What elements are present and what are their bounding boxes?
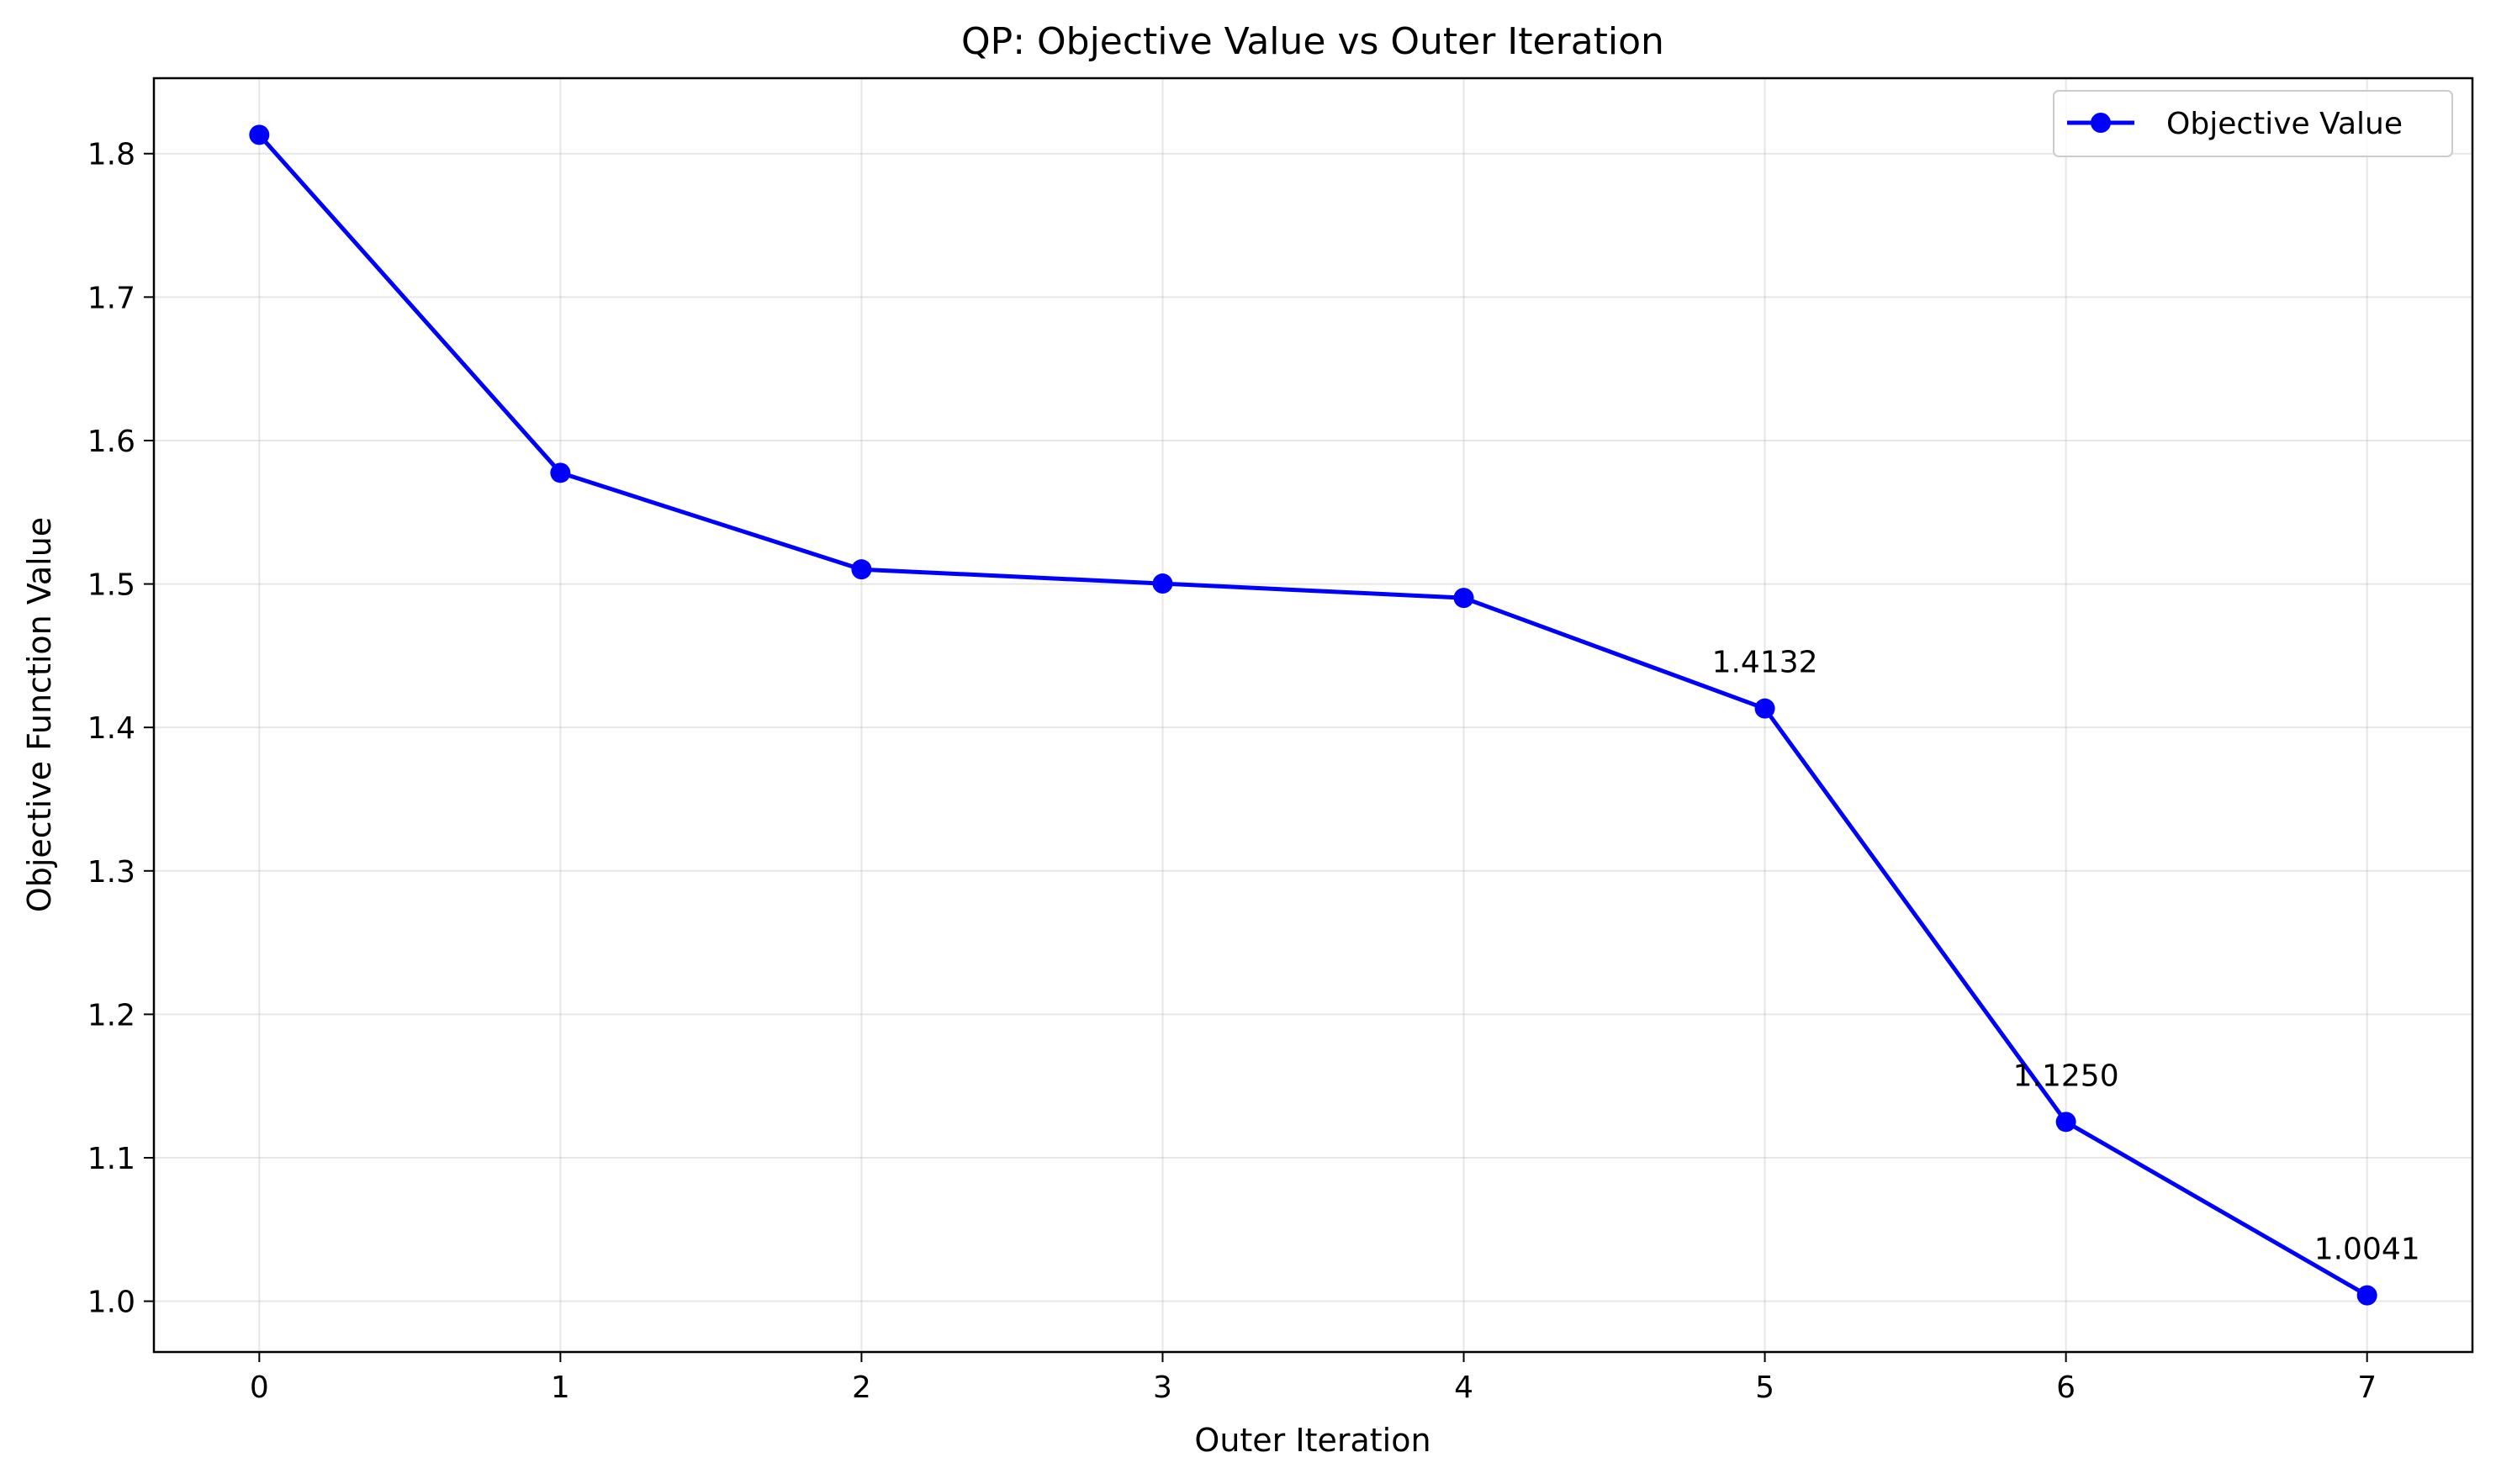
y-tick-label: 1.0: [87, 1286, 135, 1320]
y-tick-label: 1.7: [87, 281, 135, 315]
plot-area-frame: [152, 77, 2474, 1354]
data-point: [1754, 698, 1775, 719]
data-label: 1.4132: [1712, 646, 1818, 680]
legend-marker-objective-value: [2091, 113, 2111, 133]
x-tick-label: 6: [2056, 1370, 2076, 1405]
data-point: [550, 462, 571, 483]
x-tick-label: 7: [2357, 1370, 2377, 1405]
x-tick-label: 3: [1153, 1370, 1172, 1405]
chart-title: QP: Objective Value vs Outer Iteration: [961, 20, 1664, 63]
y-tick-label: 1.5: [87, 568, 135, 603]
y-tick-label: 1.6: [87, 425, 135, 459]
y-tick-label: 1.4: [87, 711, 135, 746]
data-point: [2356, 1285, 2377, 1306]
y-tick-label: 1.1: [87, 1142, 135, 1176]
annotations: 1.4132 1.1250 1.0041: [1712, 646, 2420, 1267]
axis-ticks: 0 1 2 3 4 5 6 7 1.0 1.1 1.2 1.3 1.4 1.5 1.6 1.7 1.8: [87, 138, 2377, 1405]
legend: Objective Value: [2053, 90, 2453, 157]
legend-box: [2053, 90, 2453, 157]
data-label: 1.0041: [2314, 1233, 2420, 1267]
x-tick-label: 1: [551, 1370, 570, 1405]
x-axis-label: Outer Iteration: [1194, 1422, 1430, 1459]
data-point: [851, 559, 872, 580]
y-tick-label: 1.3: [87, 855, 135, 890]
data-point: [1453, 588, 1474, 609]
x-tick-label: 0: [250, 1370, 269, 1405]
data-point: [249, 124, 270, 145]
y-tick-label: 1.8: [87, 138, 135, 172]
data-point: [1152, 573, 1173, 594]
data-point: [2055, 1112, 2076, 1133]
legend-entry-objective-value: Objective Value: [2166, 107, 2403, 141]
series-layer: [249, 124, 2377, 1306]
y-tick-label: 1.2: [87, 998, 135, 1032]
data-label: 1.1250: [2013, 1059, 2119, 1093]
x-tick-label: 4: [1454, 1370, 1473, 1405]
series-line-objective-value: [257, 133, 2368, 1297]
x-tick-label: 2: [852, 1370, 871, 1405]
y-axis-label: Objective Function Value: [21, 517, 58, 912]
x-tick-label: 5: [1755, 1370, 1774, 1405]
